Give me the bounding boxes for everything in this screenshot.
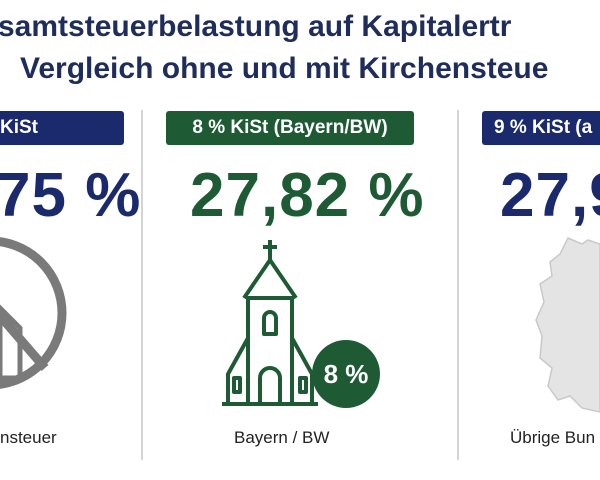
rate-circle	[312, 340, 380, 408]
caption-9-kist: Übrige Bun	[510, 428, 596, 447]
crossed-church-icon	[0, 237, 67, 389]
title-line-2: Vergleich ohne und mit Kirchensteue	[20, 52, 549, 85]
caption-8-kist: Bayern / BW	[234, 428, 330, 447]
church-icon	[222, 240, 380, 408]
rate-circle-label: 8 %	[323, 359, 369, 389]
badge-label: 8 % KiSt (Bayern/BW)	[192, 117, 388, 138]
caption-no-kist: nsteuer	[0, 428, 57, 447]
badge-8-kist: 8 % KiSt (Bayern/BW)	[166, 111, 414, 145]
column-divider	[141, 110, 143, 460]
column-divider	[457, 110, 459, 460]
badge-no-kist: KiSt	[0, 111, 124, 145]
rate-9-kist: 27,9	[500, 161, 600, 230]
rate-no-kist: 75 %	[0, 161, 142, 230]
germany-map-icon	[535, 237, 600, 413]
badge-label: 9 % KiSt (a	[494, 117, 593, 138]
rate-8-kist: 27,82 %	[190, 161, 425, 230]
badge-label: KiSt	[0, 117, 38, 138]
badge-9-kist: 9 % KiSt (a	[482, 111, 600, 145]
title-line-1: samtsteuerbelastung auf Kapitalertr	[0, 10, 512, 43]
